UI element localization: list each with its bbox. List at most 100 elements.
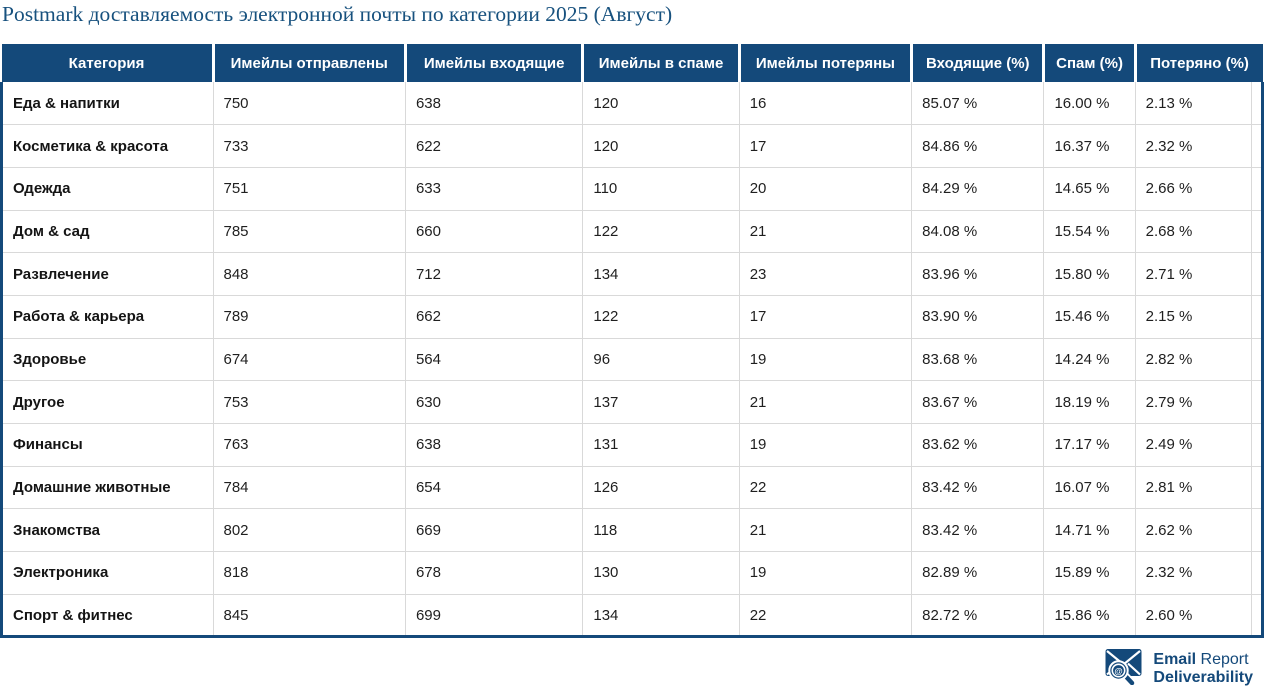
value-cell: 2.62 % bbox=[1135, 508, 1252, 553]
category-cell: Здоровье bbox=[0, 338, 214, 382]
spacer-cell bbox=[1251, 82, 1264, 126]
spacer-cell bbox=[1251, 594, 1264, 639]
value-cell: 789 bbox=[213, 295, 406, 339]
email-magnifier-logo-icon: @ bbox=[1105, 648, 1145, 690]
value-cell: 662 bbox=[405, 295, 584, 339]
value-cell: 21 bbox=[739, 210, 913, 254]
value-cell: 699 bbox=[405, 594, 584, 639]
value-cell: 2.32 % bbox=[1135, 551, 1252, 595]
value-cell: 785 bbox=[213, 210, 406, 254]
category-cell: Знакомства bbox=[0, 508, 214, 553]
spacer-cell bbox=[1251, 252, 1264, 296]
value-cell: 845 bbox=[213, 594, 406, 639]
table-row: Другое 753 630 137 21 83.67 % 18.19 % 2.79 % bbox=[0, 380, 1264, 424]
value-cell: 633 bbox=[405, 167, 584, 211]
category-cell: Электроника bbox=[0, 551, 214, 595]
category-cell: Финансы bbox=[0, 423, 214, 467]
category-cell: Работа & карьера bbox=[0, 295, 214, 339]
category-cell: Домашние животные bbox=[0, 466, 214, 510]
spacer-cell bbox=[1251, 466, 1264, 510]
value-cell: 638 bbox=[405, 82, 584, 126]
table-row: Развлечение 848 712 134 23 83.96 % 15.80 % 2.71… bbox=[0, 252, 1264, 296]
value-cell: 137 bbox=[582, 380, 740, 424]
brand-line2: Deliverability bbox=[1153, 669, 1253, 687]
brand-line1: Email Report bbox=[1153, 651, 1253, 669]
value-cell: 110 bbox=[582, 167, 740, 211]
value-cell: 22 bbox=[739, 466, 913, 510]
value-cell: 122 bbox=[582, 295, 740, 339]
spacer-cell bbox=[1251, 295, 1264, 339]
table-row: Знакомства 802 669 118 21 83.42 % 14.71 % 2.62 … bbox=[0, 508, 1264, 553]
category-cell: Одежда bbox=[0, 167, 214, 211]
value-cell: 83.68 % bbox=[911, 338, 1045, 382]
spacer-cell bbox=[1251, 423, 1264, 467]
column-header: Имейлы в спаме bbox=[582, 44, 741, 82]
value-cell: 19 bbox=[739, 338, 913, 382]
value-cell: 733 bbox=[213, 124, 406, 168]
value-cell: 19 bbox=[739, 551, 913, 595]
value-cell: 2.82 % bbox=[1135, 338, 1252, 382]
category-cell: Косметика & красота bbox=[0, 124, 214, 168]
value-cell: 15.86 % bbox=[1043, 594, 1136, 639]
table-row: Электроника 818 678 130 19 82.89 % 15.89 % 2.32… bbox=[0, 551, 1264, 595]
value-cell: 16.00 % bbox=[1043, 82, 1136, 126]
spacer-cell bbox=[1251, 338, 1264, 382]
value-cell: 14.71 % bbox=[1043, 508, 1136, 553]
value-cell: 22 bbox=[739, 594, 913, 639]
value-cell: 130 bbox=[582, 551, 740, 595]
spacer-cell bbox=[1251, 551, 1264, 595]
value-cell: 2.60 % bbox=[1135, 594, 1252, 639]
value-cell: 19 bbox=[739, 423, 913, 467]
table-header: Категория Имейлы отправлены Имейлы входящи… bbox=[1, 44, 1263, 82]
value-cell: 83.67 % bbox=[911, 380, 1045, 424]
value-cell: 2.32 % bbox=[1135, 124, 1252, 168]
brand-text: Email Report Deliverability bbox=[1153, 651, 1253, 687]
spacer-cell bbox=[1251, 380, 1264, 424]
table-row: Финансы 763 638 131 19 83.62 % 17.17 % 2.49 % bbox=[0, 423, 1264, 467]
value-cell: 2.66 % bbox=[1135, 167, 1252, 211]
spacer-cell bbox=[1251, 508, 1264, 553]
category-cell: Спорт & фитнес bbox=[0, 594, 214, 639]
table-row: Еда & напитки 750 638 120 16 85.07 % 16.00 % 2.… bbox=[0, 82, 1264, 126]
table-row: Косметика & красота 733 622 120 17 84.86 % 16.… bbox=[0, 124, 1264, 168]
column-header: Имейлы входящие bbox=[405, 44, 585, 82]
value-cell: 122 bbox=[582, 210, 740, 254]
page-footer: @ Email Report Deliverability bbox=[0, 644, 1264, 694]
brand-word-email: Email bbox=[1153, 651, 1197, 669]
value-cell: 16 bbox=[739, 82, 913, 126]
value-cell: 120 bbox=[582, 82, 740, 126]
table-row: Спорт & фитнес 845 699 134 22 82.72 % 15.86 % 2… bbox=[0, 594, 1264, 639]
value-cell: 2.71 % bbox=[1135, 252, 1252, 296]
value-cell: 753 bbox=[213, 380, 406, 424]
value-cell: 14.24 % bbox=[1043, 338, 1136, 382]
value-cell: 23 bbox=[739, 252, 913, 296]
value-cell: 16.37 % bbox=[1043, 124, 1136, 168]
column-header: Категория bbox=[1, 44, 215, 82]
column-header: Имейлы отправлены bbox=[213, 44, 407, 82]
value-cell: 751 bbox=[213, 167, 406, 211]
svg-text:@: @ bbox=[1115, 666, 1123, 676]
value-cell: 638 bbox=[405, 423, 584, 467]
table-row: Одежда 751 633 110 20 84.29 % 14.65 % 2.66 % bbox=[0, 167, 1264, 211]
value-cell: 2.13 % bbox=[1135, 82, 1252, 126]
value-cell: 83.62 % bbox=[911, 423, 1045, 467]
value-cell: 18.19 % bbox=[1043, 380, 1136, 424]
brand-word-report: Report bbox=[1200, 651, 1249, 669]
table-row: Здоровье 674 564 96 19 83.68 % 14.24 % 2.82 % bbox=[0, 338, 1264, 382]
value-cell: 120 bbox=[582, 124, 740, 168]
deliverability-table: Категория Имейлы отправлены Имейлы входящи… bbox=[0, 44, 1264, 639]
value-cell: 17.17 % bbox=[1043, 423, 1136, 467]
value-cell: 818 bbox=[213, 551, 406, 595]
value-cell: 763 bbox=[213, 423, 406, 467]
value-cell: 2.68 % bbox=[1135, 210, 1252, 254]
value-cell: 21 bbox=[739, 508, 913, 553]
value-cell: 2.79 % bbox=[1135, 380, 1252, 424]
value-cell: 784 bbox=[213, 466, 406, 510]
value-cell: 669 bbox=[405, 508, 584, 553]
value-cell: 2.15 % bbox=[1135, 295, 1252, 339]
value-cell: 134 bbox=[582, 252, 740, 296]
table-row: Дом & сад 785 660 122 21 84.08 % 15.54 % 2.68 % bbox=[0, 210, 1264, 254]
spacer-cell bbox=[1251, 167, 1264, 211]
column-header: Имейлы потеряны bbox=[739, 44, 914, 82]
value-cell: 82.72 % bbox=[911, 594, 1045, 639]
